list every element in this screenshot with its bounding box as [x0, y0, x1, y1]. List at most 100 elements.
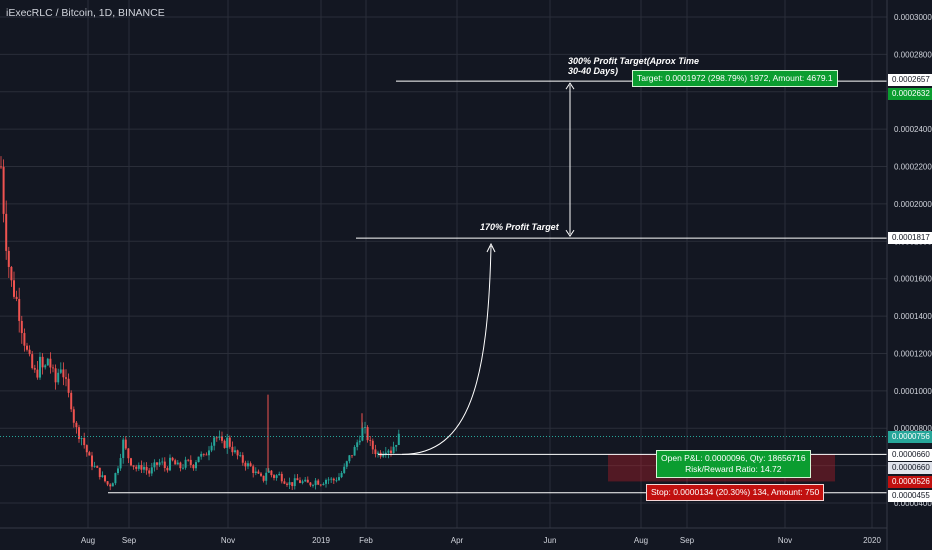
candle-body: [382, 454, 385, 457]
candle-body: [130, 458, 132, 466]
candle-body: [145, 466, 148, 471]
y-tick-label: 0.0002200: [894, 163, 932, 172]
candle-body: [163, 461, 166, 469]
y-tick-label: 0.0000400: [894, 499, 932, 508]
candle-body: [41, 356, 44, 368]
candle-body: [15, 296, 18, 299]
stop-label: Stop: 0.0000134 (20.30%) 134, Amount: 75…: [646, 484, 825, 501]
candle-body: [239, 455, 242, 456]
candle-body: [182, 467, 184, 469]
candle-body: [109, 484, 112, 487]
candle-body: [280, 473, 283, 482]
annotation-300-target: 300% Profit Target(Aprox Time 30-40 Days…: [568, 56, 700, 76]
candle-body: [267, 470, 270, 473]
candle-body: [364, 427, 366, 428]
candle-body: [205, 454, 208, 456]
candle-body: [244, 462, 247, 467]
candle-body: [195, 462, 197, 469]
y-tick-label: 0.0000800: [894, 424, 932, 433]
candle-body: [314, 480, 317, 486]
candle-body: [33, 368, 36, 370]
candle-body: [150, 467, 153, 474]
price-tag-green: 0.0002632: [888, 88, 932, 100]
x-tick-label: Sep: [122, 536, 137, 545]
candle-body: [36, 369, 39, 378]
candle-body: [215, 437, 218, 439]
candle-body: [114, 473, 117, 484]
candle-body: [187, 459, 190, 461]
candle-body: [20, 320, 23, 334]
candle-body: [377, 452, 379, 455]
candle-body: [299, 480, 301, 483]
candle-body: [278, 473, 281, 476]
candle-body: [304, 479, 307, 482]
candle-body: [111, 483, 114, 487]
candle-body: [49, 358, 52, 368]
candle-body: [85, 445, 88, 453]
y-tick-label: 0.0002000: [894, 200, 932, 209]
price-tag-current: 0.0000756: [888, 431, 932, 443]
candle-body: [270, 470, 273, 476]
candle-body: [392, 446, 395, 454]
candle-body: [260, 473, 262, 476]
y-tick-label: 0.0002800: [894, 50, 932, 59]
candle-body: [387, 450, 390, 453]
candle-body: [319, 484, 322, 486]
price-tag-line: 0.0000660: [888, 449, 932, 461]
candle-body: [361, 427, 364, 441]
price-tag-line: 0.0002657: [888, 74, 932, 86]
candle-body: [23, 333, 26, 346]
candle-body: [80, 437, 83, 439]
candle-body: [176, 462, 179, 465]
y-tick-label: 0.0001000: [894, 387, 932, 396]
candle-body: [202, 453, 205, 455]
candle-body: [226, 437, 229, 448]
candle-body: [119, 458, 122, 469]
candle-body: [366, 427, 369, 441]
price-tag-red: 0.0000526: [888, 476, 932, 488]
candle-body: [166, 468, 169, 471]
candle-body: [353, 447, 356, 456]
candle-body: [197, 456, 200, 463]
candle-body: [358, 440, 361, 443]
candle-body: [345, 461, 348, 467]
y-tick-label: 0.0002400: [894, 125, 932, 134]
candle-body: [104, 475, 106, 482]
candle-body: [322, 483, 325, 486]
candle-body: [228, 437, 231, 447]
candle-body: [283, 481, 286, 484]
candle-body: [57, 372, 60, 383]
candle-body: [124, 439, 127, 449]
x-tick-label: Sep: [680, 536, 695, 545]
candle-body: [301, 481, 304, 483]
y-tick-label: 0.0001200: [894, 349, 932, 358]
open-pnl: Open P&L: 0.0000096, Qty: 18656716: [661, 453, 806, 463]
candle-body: [189, 459, 192, 465]
candle-body: [148, 470, 151, 474]
candle-body: [221, 436, 223, 441]
candle-body: [2, 166, 5, 214]
candle-body: [179, 462, 182, 469]
candle-body: [338, 477, 340, 481]
candle-body: [390, 450, 392, 454]
time-axis: Aug Sep Nov 2019 Feb Apr Jun Aug Sep Nov 2020: [0, 527, 887, 545]
candle-body: [26, 345, 28, 350]
candle-body: [122, 439, 125, 459]
candle-body: [46, 358, 49, 366]
candle-body: [309, 482, 312, 486]
candle-body: [169, 457, 171, 471]
x-tick-label: 2020: [863, 536, 881, 545]
candle-body: [234, 450, 236, 453]
candle-body: [31, 354, 34, 369]
candle-body: [67, 378, 70, 393]
candle-body: [93, 466, 96, 467]
candle-body: [262, 475, 265, 481]
candle-body: [340, 472, 343, 478]
pnl-label: Open P&L: 0.0000096, Qty: 18656716 Risk/…: [656, 450, 811, 478]
candle-body: [273, 475, 275, 478]
candle-body: [153, 462, 156, 468]
chart-title: iExecRLC / Bitcoin, 1D, BINANCE: [6, 7, 165, 19]
candle-body: [5, 213, 8, 251]
candle-body: [351, 455, 353, 457]
